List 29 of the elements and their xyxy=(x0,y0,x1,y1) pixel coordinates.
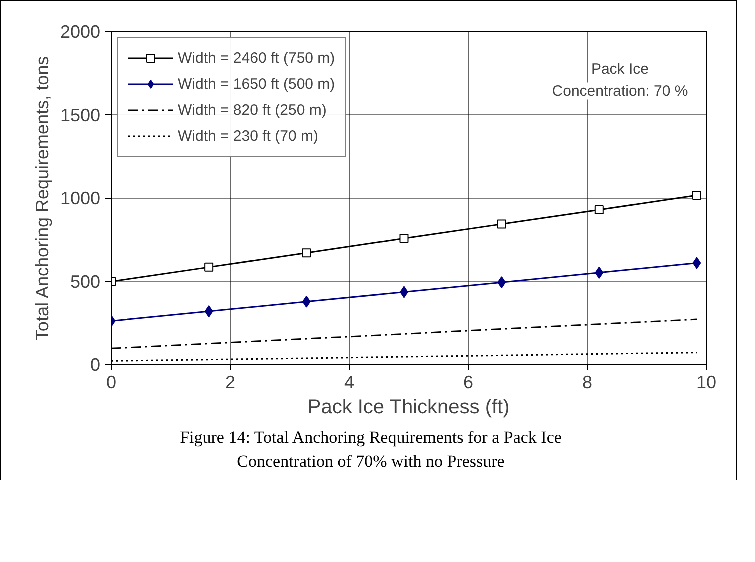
x-tick-label: 8 xyxy=(582,372,593,392)
y-axis-title: Total Anchoring Requirements, tons xyxy=(32,56,52,341)
point xyxy=(302,248,312,258)
y-tick-label: 1000 xyxy=(60,188,101,208)
point xyxy=(692,191,702,200)
x-axis-title: Pack Ice Thickness (ft) xyxy=(308,396,510,418)
annotation: Pack Ice Concentration: 70 % xyxy=(552,61,688,100)
point xyxy=(692,257,702,270)
point xyxy=(497,220,506,229)
point xyxy=(204,262,214,272)
point xyxy=(204,306,214,318)
text: Figure 14: Total Anchoring Requirements for a Pack Ice Concentration of 70% with no Pressure xyxy=(179,427,563,474)
x-tick-label: 4 xyxy=(344,372,355,392)
legend-label: Width = 230 ft (70 m) xyxy=(178,128,318,144)
y-tick-label: 500 xyxy=(70,272,101,292)
y-tick-label: 1500 xyxy=(60,105,101,126)
legend-label: Width = 2460 ft (750 m) xyxy=(178,50,336,66)
y-tick-label: 2000 xyxy=(60,22,101,42)
x-tick-label: 10 xyxy=(696,372,717,392)
point xyxy=(400,234,409,244)
legend-label: Width = 820 ft (250 m) xyxy=(178,102,327,118)
x-tick-label: 6 xyxy=(463,372,474,392)
point xyxy=(595,266,604,279)
point xyxy=(594,205,604,214)
y-tick-label: 0 xyxy=(90,355,101,375)
x-tick-label: 0 xyxy=(106,372,117,392)
point xyxy=(302,296,311,308)
x-tick-label: 2 xyxy=(225,372,236,392)
legend-label: Width = 1650 ft (500 m) xyxy=(178,76,336,92)
